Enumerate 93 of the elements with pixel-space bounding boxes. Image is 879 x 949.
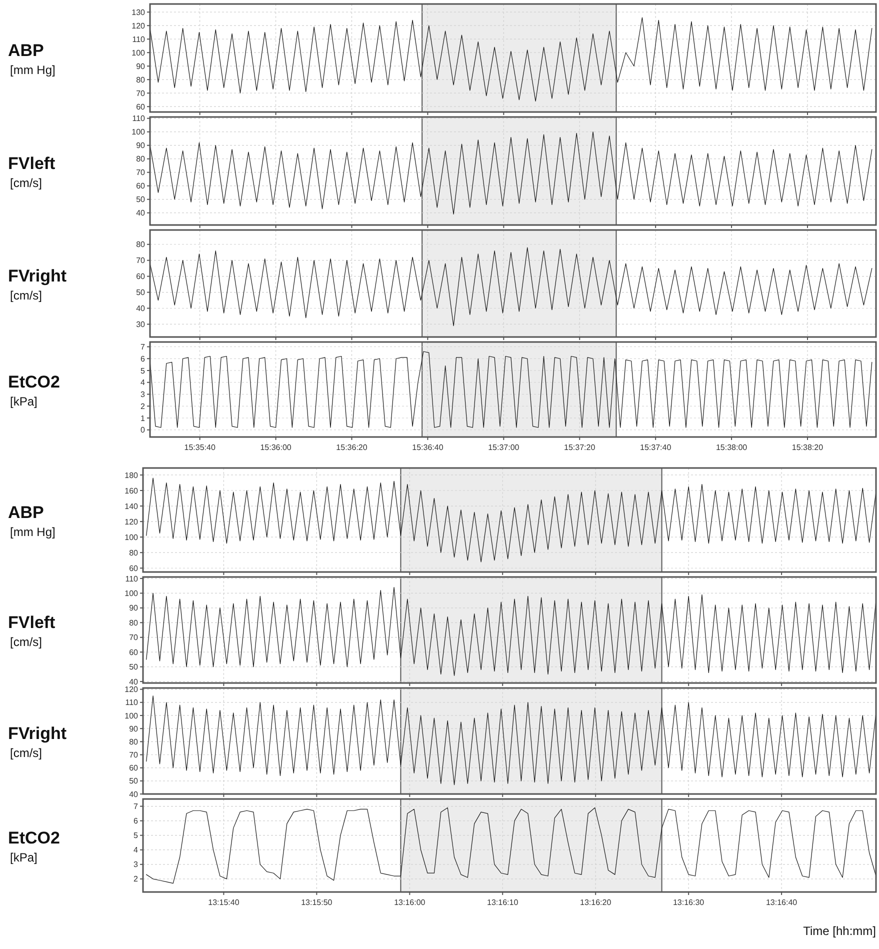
y-tick-label: 4 — [134, 846, 139, 855]
y-tick-label: 180 — [124, 470, 139, 480]
x-tick-label: 15:38:00 — [716, 443, 748, 452]
y-tick-label: 100 — [124, 711, 139, 720]
y-tick-label: 3 — [140, 390, 146, 400]
x-tick-label: 15:36:20 — [336, 443, 368, 452]
y-tick-label: 120 — [132, 21, 146, 30]
y-tick-label: 3 — [134, 860, 139, 870]
x-tick-label: 13:15:50 — [301, 898, 333, 907]
y-tick-label: 80 — [136, 75, 146, 84]
x-tick-label: 13:15:40 — [208, 898, 240, 907]
x-tick-label: 13:16:30 — [672, 898, 705, 907]
y-tick-label: 0 — [140, 426, 146, 435]
y-axis-title: EtCO2 [kPa] — [8, 372, 60, 408]
y-tick-label: 6 — [134, 816, 139, 826]
y-tick-label: 2 — [140, 402, 146, 411]
x-tick-label: 15:37:40 — [640, 443, 672, 452]
y-tick-label: 110 — [125, 698, 139, 708]
y-tick-label: 60 — [136, 182, 146, 191]
y-tick-label: 50 — [136, 195, 146, 204]
line-series — [146, 807, 876, 884]
y-tick-label: 50 — [129, 776, 139, 786]
y-tick-label: 4 — [140, 378, 146, 388]
y-tick-label: 80 — [136, 154, 146, 164]
y-tick-label: 50 — [129, 662, 139, 672]
line-series — [150, 132, 872, 214]
y-axis-title: ABP [mm Hg] — [8, 503, 56, 539]
y-axis-title: FVright [cm/s] — [8, 724, 67, 760]
x-tick-label: 15:37:00 — [488, 443, 520, 452]
x-axis-title: Time [hh:mm] — [803, 924, 876, 938]
y-tick-label: 100 — [132, 128, 146, 137]
y-tick-label: 6 — [140, 354, 146, 364]
y-tick-label: 60 — [129, 564, 139, 573]
y-axis-title: ABP [mm Hg] — [8, 41, 56, 77]
x-tick-label: 15:36:40 — [412, 443, 444, 452]
y-tick-label: 40 — [129, 677, 139, 686]
x-tick-label: 15:38:20 — [792, 443, 824, 452]
y-axis-title: FVright [cm/s] — [8, 266, 67, 302]
line-series — [150, 351, 872, 428]
y-tick-label: 40 — [136, 304, 146, 314]
x-tick-label: 15:35:40 — [184, 443, 216, 452]
x-tick-label: 13:16:10 — [487, 898, 519, 907]
y-tick-label: 100 — [132, 48, 146, 58]
y-tick-label: 60 — [129, 764, 139, 773]
line-series — [146, 478, 876, 562]
y-tick-label: 7 — [140, 342, 146, 352]
y-tick-label: 1 — [140, 414, 146, 423]
line-series — [146, 696, 876, 786]
y-tick-label: 5 — [140, 366, 146, 376]
line-series — [146, 587, 876, 676]
x-tick-label: 13:16:20 — [580, 898, 612, 907]
y-tick-label: 130 — [132, 8, 146, 17]
x-tick-label: 15:36:00 — [260, 443, 292, 452]
y-tick-label: 60 — [136, 102, 146, 112]
y-tick-label: 120 — [124, 685, 139, 694]
y-axis-title: FVleft [cm/s] — [8, 613, 56, 649]
y-tick-label: 60 — [136, 272, 146, 282]
x-tick-label: 13:16:00 — [394, 898, 426, 907]
y-tick-label: 70 — [136, 168, 146, 178]
y-tick-label: 80 — [129, 737, 139, 746]
line-series — [150, 247, 872, 326]
y-tick-label: 5 — [134, 831, 139, 840]
y-tick-label: 140 — [124, 502, 139, 511]
y-tick-label: 110 — [132, 114, 146, 124]
y-tick-label: 2 — [134, 874, 139, 884]
y-tick-label: 80 — [129, 618, 139, 628]
y-tick-label: 110 — [132, 34, 146, 44]
y-tick-label: 90 — [129, 604, 139, 613]
line-series — [150, 17, 872, 102]
y-tick-label: 100 — [124, 588, 139, 598]
y-tick-label: 80 — [129, 548, 139, 558]
y-tick-label: 7 — [134, 802, 139, 812]
y-tick-label: 70 — [129, 633, 139, 642]
y-tick-label: 40 — [129, 790, 139, 799]
y-tick-label: 110 — [125, 574, 139, 584]
y-axis-title: FVleft [cm/s] — [8, 154, 56, 190]
y-tick-label: 40 — [136, 208, 146, 218]
y-tick-label: 70 — [129, 750, 139, 760]
y-tick-label: 100 — [124, 532, 139, 542]
y-tick-label: 80 — [136, 240, 146, 250]
y-tick-label: 120 — [124, 517, 139, 526]
y-tick-label: 90 — [129, 724, 139, 734]
y-tick-label: 90 — [136, 141, 146, 150]
y-tick-label: 90 — [136, 62, 146, 71]
x-tick-label: 13:16:40 — [766, 898, 798, 907]
y-tick-label: 160 — [124, 486, 139, 496]
y-axis-title: EtCO2 [kPa] — [8, 828, 60, 864]
y-tick-label: 60 — [129, 648, 139, 657]
y-tick-label: 70 — [136, 256, 146, 266]
y-tick-label: 70 — [136, 88, 146, 98]
y-tick-label: 50 — [136, 288, 146, 298]
y-tick-label: 30 — [136, 320, 146, 330]
x-tick-label: 15:37:20 — [564, 443, 596, 452]
